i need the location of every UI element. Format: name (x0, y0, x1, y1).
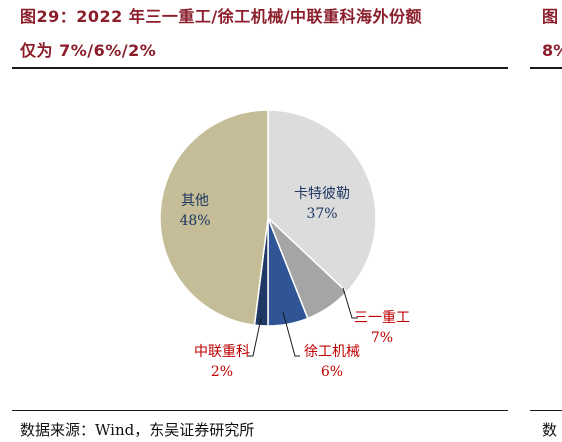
figure-title-line-1: 图29：2022 年三一重工/徐工机械/中联重科海外份额 (20, 7, 423, 26)
adjacent-figure-title: 图 8% (542, 0, 562, 68)
slice-name-label-2: 徐工机械 (304, 344, 360, 360)
adjacent-title-divider (530, 67, 562, 69)
slice-name-label-1: 三一重工 (354, 310, 410, 326)
leader-line-3 (248, 317, 262, 357)
figure-title-line-2: 仅为 7%/6%/2% (20, 41, 157, 60)
slice-value-label-3: 2% (211, 364, 233, 380)
slice-name-label-3: 中联重科 (194, 344, 250, 360)
adjacent-title-line-1: 图 (542, 7, 559, 26)
leader-line-1 (342, 287, 358, 319)
slice-value-label-1: 7% (371, 330, 393, 346)
slice-value-label-0: 37% (306, 206, 337, 222)
slice-value-label-4: 48% (179, 213, 210, 229)
slice-value-label-2: 6% (321, 364, 343, 380)
slice-name-label-0: 卡特彼勒 (294, 186, 350, 202)
adjacent-source-note: 数 (542, 421, 558, 439)
pie-slice-4 (159, 109, 269, 326)
slice-name-label-4: 其他 (181, 193, 209, 209)
figure-title: 图29：2022 年三一重工/徐工机械/中联重科海外份额 仅为 7%/6%/2% (20, 0, 510, 68)
adjacent-title-line-2: 8% (542, 41, 562, 60)
pie-slice-0 (267, 109, 377, 293)
adjacent-source-divider (530, 410, 562, 411)
leader-line-2 (282, 311, 300, 357)
title-divider (12, 67, 508, 69)
source-divider (12, 410, 508, 411)
source-note: 数据来源：Wind，东吴证券研究所 (20, 421, 255, 439)
